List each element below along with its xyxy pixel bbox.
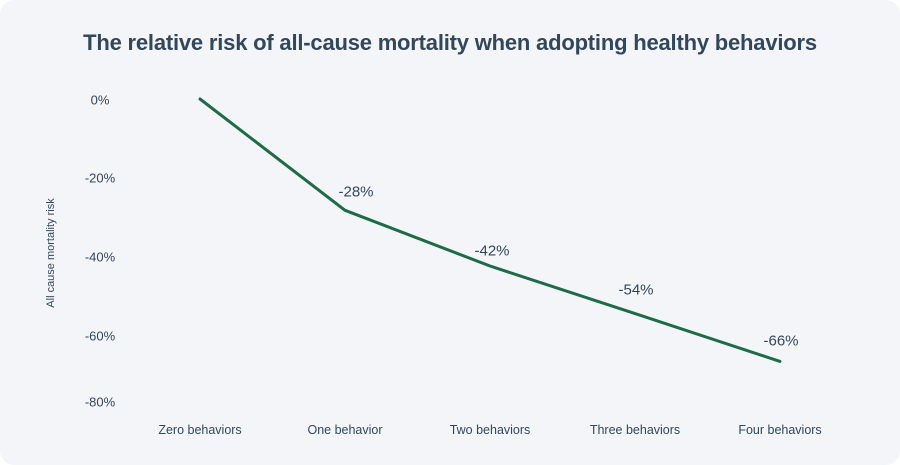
y-tick-label-80: -80% <box>84 394 116 410</box>
y-tick-label-20: -20% <box>84 170 116 186</box>
point-label-two-behaviors: -42% <box>474 242 510 260</box>
y-axis-title: All cause mortality risk <box>45 198 57 308</box>
point-label-three-behaviors: -54% <box>618 281 654 299</box>
x-tick-label-two-behaviors: Two behaviors <box>449 423 531 437</box>
x-tick-label-three-behaviors: Three behaviors <box>589 423 681 437</box>
chart-title: The relative risk of all-cause mortality… <box>83 30 817 55</box>
mortality-risk-line <box>198 97 782 363</box>
point-label-one-behavior: -28% <box>338 183 374 201</box>
x-tick-label-zero-behaviors: Zero behaviors <box>158 423 242 437</box>
y-tick-label-0: 0% <box>90 92 110 108</box>
x-tick-label-one-behavior: One behavior <box>307 423 383 437</box>
x-tick-label-four-behaviors: Four behaviors <box>738 423 822 437</box>
y-tick-label-40: -40% <box>84 249 116 265</box>
point-label-four-behaviors: -66% <box>763 332 799 350</box>
y-tick-label-60: -60% <box>84 328 116 344</box>
